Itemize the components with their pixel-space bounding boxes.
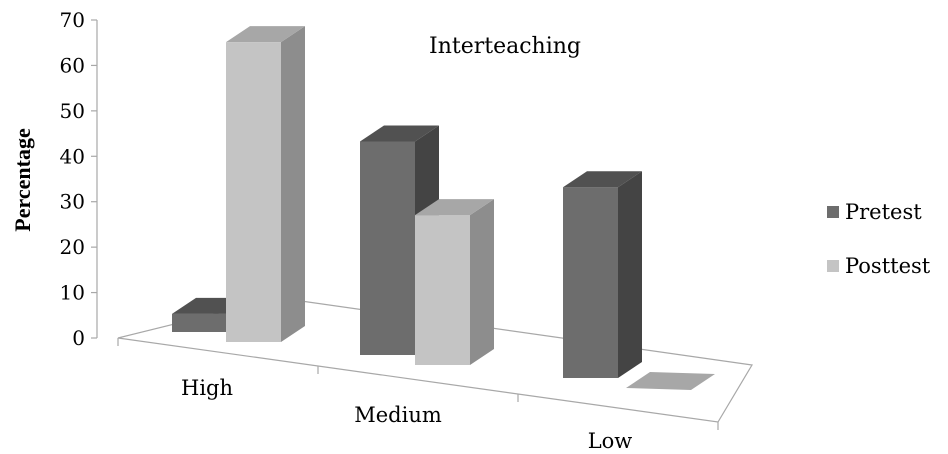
bar-posttest-low-top (626, 372, 715, 390)
bar-posttest-high-top (226, 26, 305, 43)
bar-posttest-medium-top (415, 199, 494, 216)
bar-posttest-medium-side (470, 199, 494, 365)
bar-pretest-low-top (563, 171, 642, 188)
legend: Pretest Posttest (827, 200, 931, 278)
legend-swatch-posttest (827, 260, 839, 272)
category-label-low: Low (588, 429, 633, 453)
bar-pretest-low (563, 171, 642, 378)
bar-posttest-low (626, 372, 715, 390)
y-axis-title: Percentage (10, 128, 35, 232)
bar-posttest-high-front (226, 42, 281, 343)
y-tick-label: 0 (72, 326, 85, 350)
category-label-medium: Medium (354, 403, 442, 427)
y-tick-label: 70 (60, 8, 85, 32)
category-label-high: High (181, 376, 233, 400)
bar-pretest-medium-front (360, 141, 415, 355)
bars-group (172, 26, 715, 390)
legend-label-posttest: Posttest (845, 254, 931, 278)
bar-posttest-medium-front (415, 215, 470, 365)
y-tick-label: 40 (60, 144, 85, 168)
y-axis-ticks: 0 10 20 30 40 50 60 70 (60, 8, 97, 350)
bar-pretest-high-front (172, 313, 227, 332)
y-tick-label: 10 (60, 281, 85, 305)
bar-pretest-medium-top (360, 125, 439, 142)
y-tick-label: 50 (60, 99, 85, 123)
y-tick-label: 20 (60, 235, 85, 259)
chart-title: Interteaching (429, 34, 581, 59)
bar-posttest-high-side (281, 26, 305, 343)
legend-label-pretest: Pretest (845, 200, 922, 224)
y-tick-label: 30 (60, 190, 85, 214)
y-tick-label: 60 (60, 53, 85, 77)
bar-posttest-medium (415, 199, 494, 365)
bar-pretest-low-front (563, 187, 618, 378)
legend-swatch-pretest (827, 206, 839, 218)
bar-posttest-high (226, 26, 305, 343)
category-labels: High Medium Low (181, 376, 632, 453)
x-axis-ticks (117, 338, 719, 430)
bar-pretest-low-side (618, 171, 642, 378)
